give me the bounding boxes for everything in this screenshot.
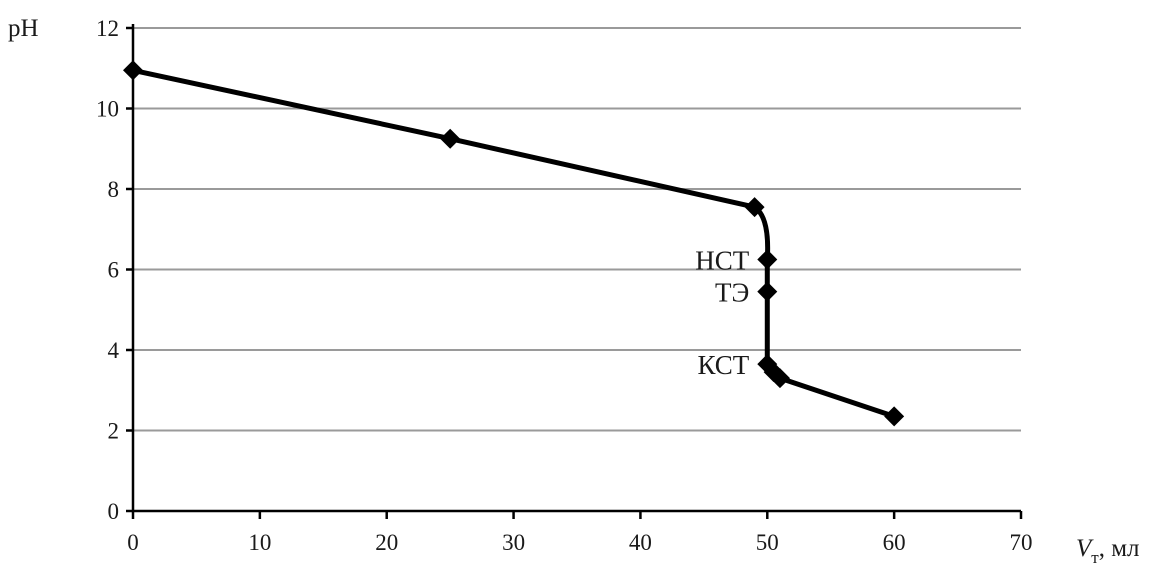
x-tick-label: 70 bbox=[1010, 530, 1033, 555]
y-tick-label: 8 bbox=[108, 177, 120, 202]
y-tick-label: 12 bbox=[96, 16, 119, 41]
data-point bbox=[440, 128, 461, 149]
x-tick-labels: 0 10 20 30 40 50 60 70 bbox=[127, 511, 1033, 555]
grid-lines bbox=[133, 27, 1021, 432]
series-line bbox=[130, 67, 897, 419]
x-tick-label: 0 bbox=[127, 530, 139, 555]
x-axis-label: Vт, мл bbox=[1076, 535, 1140, 567]
x-axis-label-subscript: т bbox=[1091, 548, 1099, 567]
x-tick-label: 20 bbox=[375, 530, 398, 555]
y-tick-label: 0 bbox=[108, 499, 120, 524]
x-tick-label: 40 bbox=[629, 530, 652, 555]
annotation-label: ТЭ bbox=[715, 278, 749, 308]
x-tick-label: 50 bbox=[756, 530, 779, 555]
y-tick-label: 10 bbox=[96, 97, 119, 122]
x-tick-label: 10 bbox=[248, 530, 271, 555]
y-tick-labels: 0 2 4 6 8 10 12 bbox=[96, 16, 133, 524]
x-axis-label-symbol: V bbox=[1076, 535, 1094, 562]
data-markers bbox=[123, 60, 905, 427]
y-tick-label: 4 bbox=[108, 338, 120, 363]
x-tick-label: 60 bbox=[883, 530, 906, 555]
data-point bbox=[757, 249, 778, 270]
y-axis-label: pH bbox=[8, 15, 39, 42]
data-point bbox=[884, 406, 905, 427]
annotation-label: НСТ bbox=[695, 245, 750, 275]
annotation-label: КСТ bbox=[697, 350, 749, 380]
y-tick-label: 2 bbox=[108, 419, 120, 444]
y-tick-label: 6 bbox=[108, 258, 120, 283]
x-tick-label: 30 bbox=[502, 530, 525, 555]
series-layer bbox=[130, 67, 897, 419]
data-point bbox=[769, 368, 790, 389]
x-axis-label-unit: , мл bbox=[1099, 535, 1140, 562]
data-point bbox=[744, 197, 765, 218]
data-point bbox=[123, 60, 143, 81]
data-point bbox=[757, 281, 778, 302]
